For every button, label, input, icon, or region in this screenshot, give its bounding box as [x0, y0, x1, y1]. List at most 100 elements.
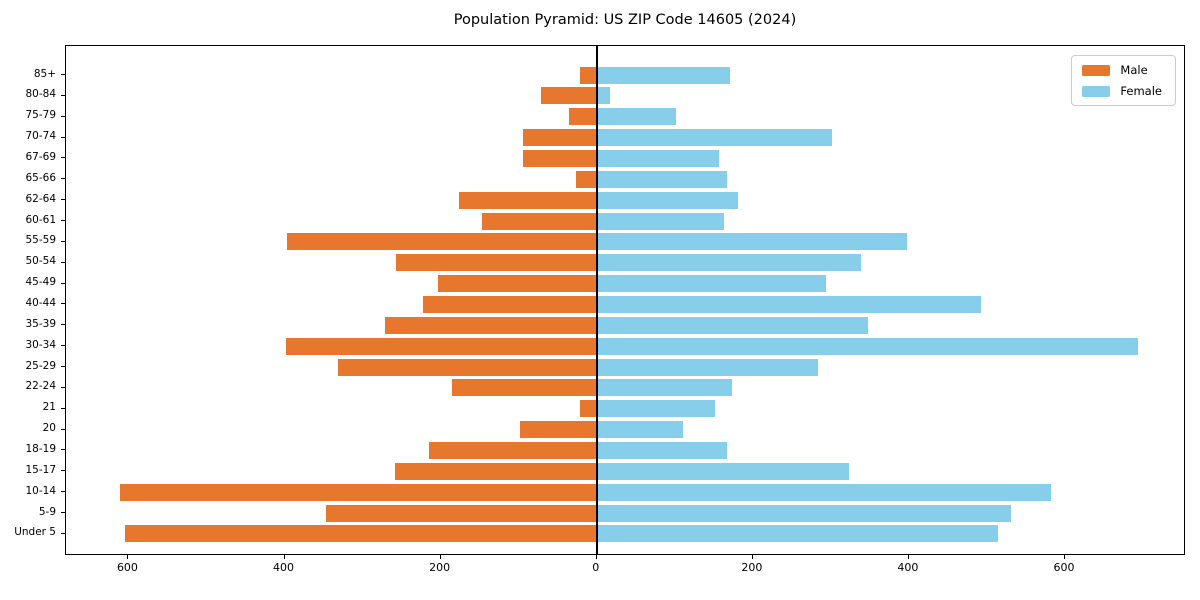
- y-tick-mark: [61, 282, 65, 284]
- y-tick-mark: [61, 470, 65, 472]
- bar-male-18-19: [428, 441, 597, 459]
- y-tick-mark: [61, 74, 65, 75]
- bar-female-22-24: [596, 379, 732, 397]
- bar-female-5-9: [596, 504, 1012, 522]
- x-tick-mark: [751, 555, 753, 559]
- y-tick-mark: [61, 136, 65, 138]
- y-tick-label-65-66: 65-66: [25, 171, 56, 184]
- y-tick-label-70-74: 70-74: [25, 130, 56, 143]
- y-tick-label-85+: 85+: [33, 67, 56, 80]
- legend-label-female: Female: [1120, 84, 1162, 98]
- y-tick-label-30-34: 30-34: [25, 338, 56, 351]
- y-tick-mark: [61, 491, 65, 493]
- x-tick-mark: [127, 555, 129, 559]
- male-color-swatch: [1082, 64, 1111, 76]
- y-tick-label-25-29: 25-29: [25, 359, 56, 372]
- y-tick-label-50-54: 50-54: [25, 255, 56, 268]
- legend-item-female: Female: [1082, 85, 1162, 97]
- bar-female-62-64: [596, 191, 738, 209]
- y-tick-mark: [61, 220, 65, 222]
- bar-male-70-74: [523, 129, 597, 147]
- x-tick-label-0: 0: [592, 561, 600, 574]
- y-tick-label-67-69: 67-69: [25, 150, 56, 163]
- bar-female-under-5: [596, 525, 998, 543]
- bar-female-35-39: [596, 316, 868, 334]
- x-tick-label-400-right: 400: [897, 561, 919, 574]
- y-tick-label-60-61: 60-61: [25, 213, 56, 226]
- y-tick-mark: [61, 366, 65, 368]
- y-tick-mark: [61, 157, 65, 159]
- bar-female-55-59: [596, 233, 907, 251]
- bar-female-30-34: [596, 337, 1139, 355]
- bar-female-60-61: [596, 212, 724, 230]
- x-tick-mark: [1064, 555, 1066, 559]
- y-tick-label-5-9: 5-9: [38, 505, 56, 518]
- bar-female-40-44: [596, 295, 982, 313]
- y-tick-mark: [61, 345, 65, 347]
- y-tick-mark: [61, 324, 65, 326]
- bar-male-22-24: [452, 379, 597, 397]
- bar-male-67-69: [523, 149, 597, 167]
- y-tick-mark: [61, 261, 65, 263]
- bar-male-65-66: [575, 170, 597, 188]
- y-tick-mark: [61, 178, 65, 180]
- y-tick-label-75-79: 75-79: [25, 109, 56, 122]
- legend-label-male: Male: [1120, 63, 1148, 77]
- y-tick-label-35-39: 35-39: [25, 317, 56, 330]
- y-tick-mark: [61, 428, 65, 430]
- bar-male-35-39: [385, 316, 597, 334]
- x-tick-mark: [283, 555, 285, 559]
- y-tick-mark: [61, 512, 65, 514]
- y-tick-label-22-24: 22-24: [25, 380, 56, 393]
- y-tick-label-10-14: 10-14: [25, 484, 56, 497]
- y-tick-mark: [61, 303, 65, 305]
- bar-female-65-66: [596, 170, 728, 188]
- bar-male-15-17: [395, 462, 597, 480]
- y-tick-mark: [61, 199, 65, 201]
- bar-female-70-74: [596, 129, 833, 147]
- bar-male-30-34: [286, 337, 597, 355]
- bar-female-10-14: [596, 483, 1051, 501]
- bar-female-50-54: [596, 254, 862, 272]
- y-tick-label-20: 20: [42, 422, 56, 435]
- bar-male-under-5: [124, 525, 597, 543]
- y-tick-mark: [61, 532, 65, 534]
- x-tick-mark: [907, 555, 909, 559]
- bar-female-15-17: [596, 462, 849, 480]
- bar-male-25-29: [338, 358, 597, 376]
- x-tick-mark: [595, 555, 597, 559]
- y-tick-mark: [61, 240, 65, 242]
- bar-female-67-69: [596, 149, 720, 167]
- y-tick-mark: [61, 94, 65, 96]
- y-tick-label-40-44: 40-44: [25, 296, 56, 309]
- bar-male-75-79: [569, 108, 597, 126]
- bar-female-85+: [596, 66, 731, 84]
- plot-area: Male Female: [65, 45, 1185, 555]
- x-tick-label-600-right: 600: [1053, 561, 1075, 574]
- x-tick-label-200-right: 200: [741, 561, 763, 574]
- y-tick-label-55-59: 55-59: [25, 234, 56, 247]
- y-tick-mark: [61, 115, 65, 117]
- y-tick-label-80-84: 80-84: [25, 88, 56, 101]
- bar-female-18-19: [596, 441, 728, 459]
- x-tick-label-200-left: 200: [429, 561, 451, 574]
- bar-male-85+: [580, 66, 597, 84]
- bar-male-45-49: [437, 275, 597, 293]
- legend: Male Female: [1071, 55, 1176, 106]
- bar-female-75-79: [596, 108, 677, 126]
- x-tick-mark: [439, 555, 441, 559]
- y-tick-mark: [61, 386, 65, 388]
- bar-male-50-54: [396, 254, 597, 272]
- y-tick-label-21: 21: [42, 401, 56, 414]
- chart-title: Population Pyramid: US ZIP Code 14605 (2…: [453, 12, 797, 28]
- bar-male-40-44: [423, 295, 597, 313]
- y-tick-mark: [61, 449, 65, 451]
- bar-male-5-9: [325, 504, 597, 522]
- x-tick-label-400-left: 400: [273, 561, 295, 574]
- y-tick-label-under-5: Under 5: [14, 526, 56, 539]
- bar-female-21: [596, 400, 716, 418]
- bar-male-20: [520, 421, 597, 439]
- bar-female-25-29: [596, 358, 819, 376]
- female-color-swatch: [1082, 85, 1111, 97]
